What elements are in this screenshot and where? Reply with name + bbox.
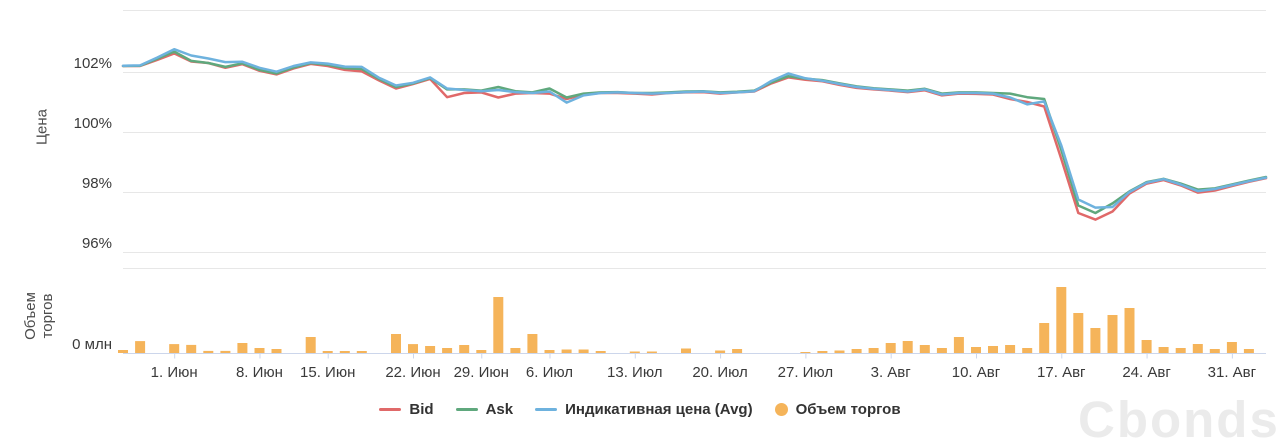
x-axis-label: 3. Авг (870, 364, 911, 381)
x-axis-label: 8. Июн (235, 364, 283, 381)
volume-bar[interactable] (118, 350, 128, 353)
volume-bar[interactable] (425, 346, 436, 353)
x-axis-label: 6. Июл (525, 364, 574, 381)
volume-bar[interactable] (186, 344, 197, 353)
volume-bar[interactable] (391, 334, 401, 353)
volume-bar[interactable] (339, 351, 350, 353)
x-axis-label: 1. Июн (150, 364, 198, 381)
volume-bar[interactable] (1141, 340, 1152, 353)
volume-bar[interactable] (1005, 345, 1016, 353)
volume-bar[interactable] (408, 344, 418, 353)
volume-bar[interactable] (1243, 349, 1254, 353)
legend-line-marker (535, 408, 558, 411)
x-axis-label: 13. Июл (607, 364, 663, 381)
legend-label: Индикативная цена (Avg) (565, 401, 753, 418)
price-axis-label: 102% (73, 55, 112, 72)
cbonds-watermark: Cbonds (1078, 391, 1280, 448)
volume-bar[interactable] (356, 351, 367, 353)
volume-bar[interactable] (1209, 349, 1220, 353)
volume-bar[interactable] (527, 334, 538, 353)
volume-bar[interactable] (237, 343, 248, 353)
volume-bar[interactable] (595, 351, 606, 353)
volume-bar[interactable] (442, 348, 453, 353)
volume-bar[interactable] (919, 345, 930, 353)
volume-bar[interactable] (1073, 313, 1084, 353)
volume-bar[interactable] (271, 349, 282, 353)
price-axis-label: 96% (81, 235, 112, 252)
bid-line[interactable] (121, 52, 1268, 221)
volume-bar[interactable] (868, 348, 879, 353)
legend-item-ask[interactable]: Ask (455, 401, 514, 418)
volume-bar[interactable] (254, 348, 265, 353)
volume-bar[interactable] (459, 345, 470, 353)
volume-bar[interactable] (817, 351, 828, 353)
volume-bar[interactable] (1022, 348, 1033, 353)
volume-bars (118, 287, 1254, 353)
price-axis-label: 100% (73, 115, 112, 132)
x-axis-label: 20. Июл (692, 364, 748, 381)
volume-bar[interactable] (936, 348, 947, 353)
volume-bar[interactable] (1158, 347, 1169, 353)
volume-bar[interactable] (851, 349, 862, 353)
volume-bar[interactable] (1039, 323, 1050, 353)
x-axis-label: 24. Авг (1122, 364, 1171, 381)
volume-bar[interactable] (885, 343, 896, 353)
volume-bar[interactable] (1192, 344, 1203, 353)
volume-bar[interactable] (510, 348, 521, 353)
volume-bar[interactable] (169, 344, 180, 353)
volume-bar[interactable] (135, 341, 146, 353)
volume-zero-label: 0 млн (72, 336, 112, 353)
price-axis-label: 98% (81, 175, 112, 192)
legend-label: Объем торгов (795, 401, 901, 418)
volume-bar[interactable] (646, 351, 657, 354)
avg-line[interactable] (121, 47, 1268, 209)
legend-item-volume[interactable]: Объем торгов (774, 401, 901, 418)
volume-bar[interactable] (800, 352, 811, 353)
x-axis-label: 27. Июл (777, 364, 834, 381)
volume-bar[interactable] (1175, 348, 1186, 353)
legend-item-bid[interactable]: Bid (379, 401, 434, 418)
volume-bar[interactable] (578, 349, 589, 354)
chart-legend: Bid Ask Индикативная цена (Avg) Объем торго… (0, 401, 1280, 418)
volume-bar[interactable] (544, 350, 555, 353)
volume-bar[interactable] (902, 341, 913, 353)
volume-bar[interactable] (476, 350, 487, 353)
volume-bar[interactable] (322, 351, 333, 353)
volume-bar[interactable] (1090, 328, 1101, 353)
volume-bar[interactable] (629, 351, 640, 354)
volume-bar[interactable] (988, 346, 998, 353)
legend-item-avg[interactable]: Индикативная цена (Avg) (535, 401, 753, 418)
volume-bar[interactable] (1107, 315, 1118, 353)
legend-line-marker (379, 408, 402, 411)
volume-bar[interactable] (561, 349, 572, 354)
volume-bar[interactable] (493, 297, 504, 353)
x-axis-label: 22. Июн (385, 364, 441, 381)
x-axis-label: 29. Июн (453, 364, 509, 381)
volume-bar[interactable] (203, 350, 214, 353)
volume-bar[interactable] (305, 337, 316, 353)
legend-line-marker (455, 408, 478, 411)
volume-bar[interactable] (732, 349, 743, 353)
x-axis-label: 10. Авг (951, 364, 1001, 381)
volume-bar[interactable] (953, 337, 964, 353)
volume-bar[interactable] (220, 350, 231, 353)
x-axis-label: 17. Авг (1037, 364, 1086, 381)
volume-bar[interactable] (1226, 342, 1237, 353)
x-axis-label: 15. Июн (300, 364, 356, 381)
volume-bar[interactable] (971, 347, 981, 353)
volume-bar[interactable] (1124, 308, 1135, 353)
volume-bar[interactable] (715, 350, 726, 354)
volume-bar[interactable] (834, 350, 845, 354)
volume-bar[interactable] (681, 348, 691, 354)
volume-bar[interactable] (1056, 287, 1067, 353)
legend-label: Bid (409, 401, 434, 418)
legend-circle-marker (774, 403, 788, 416)
x-axis-label: 31. Авг (1207, 364, 1257, 381)
legend-label: Ask (485, 401, 514, 418)
